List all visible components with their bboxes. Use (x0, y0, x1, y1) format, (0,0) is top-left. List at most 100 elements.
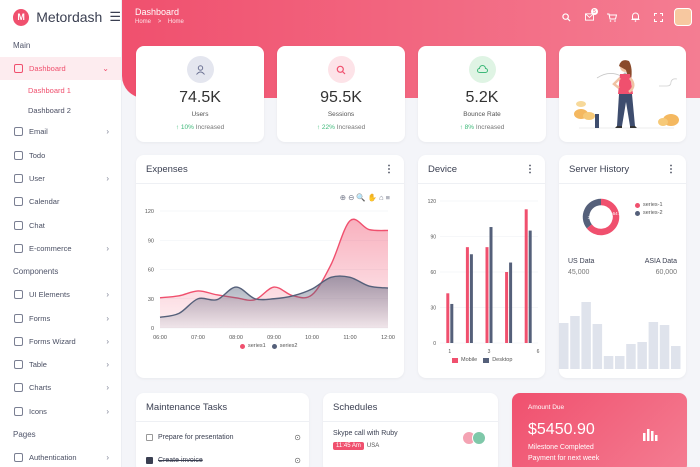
pan-icon[interactable]: ✋ (367, 193, 378, 202)
sidebar-subitem-dashboard-2[interactable]: Dashboard 2 (28, 105, 71, 115)
avatar[interactable] (674, 8, 692, 26)
zoom-out-icon[interactable]: ⊖ (348, 193, 355, 202)
cart-icon[interactable] (605, 10, 619, 24)
task-checkbox[interactable] (146, 434, 153, 441)
sidebar-item-todo[interactable]: Todo (0, 144, 121, 167)
y-tick-label: 90 (148, 238, 154, 244)
sidebar-item-authentication[interactable]: Authentication › (0, 446, 121, 467)
breadcrumb-current: Home (167, 19, 184, 25)
card-title: Server History (569, 164, 630, 175)
sidebar-item-charts[interactable]: Charts › (0, 376, 121, 399)
chevron-right-icon: › (106, 127, 109, 137)
x-tick-label: 06:00 (153, 335, 167, 341)
asia-data-label: ASIA Data (644, 258, 677, 265)
legend-entry[interactable]: series-2 (635, 210, 663, 216)
legend-label[interactable]: series2 (279, 343, 298, 349)
legend-label[interactable]: series1 (248, 343, 266, 349)
hamburger-icon[interactable]: ☰ (109, 9, 121, 24)
sidebar-subitem-dashboard-1[interactable]: Dashboard 1 (28, 85, 71, 95)
sidebar-item-ecommerce[interactable]: E-commerce › (0, 237, 121, 260)
x-tick-label: 11:00 (343, 335, 356, 341)
us-data-label: US Data (568, 258, 595, 265)
fullscreen-icon[interactable] (651, 10, 665, 24)
chart-toolbar: ⊕ ⊖ 🔍 ✋ ⌂ ≡ (340, 193, 390, 202)
divider (136, 183, 404, 184)
y-tick-label: 120 (428, 199, 437, 205)
sidebar-item-dashboard[interactable]: Dashboard ⌄ (0, 57, 121, 81)
task-label: Prepare for presentation (158, 434, 234, 441)
device-legend: Mobile Desktop (446, 357, 512, 363)
history-bar (637, 342, 647, 369)
bar-Desktop (489, 227, 493, 343)
stat-value: 74.5K (179, 89, 221, 106)
expenses-card: Expenses ⋮ ⊕ ⊖ 🔍 ✋ ⌂ ≡ 0 30 60 90 120 06:00 07… (136, 155, 404, 378)
stat-value: 95.5K (320, 89, 362, 106)
task-item[interactable]: Create invoice ⊙ (146, 456, 301, 465)
illustration-card (559, 46, 686, 142)
form-icon (14, 313, 23, 323)
bar-Desktop (469, 254, 473, 343)
brand[interactable]: M Metordash ☰ (0, 0, 121, 34)
calendar-icon (14, 197, 23, 207)
y-tick-label: 30 (430, 306, 436, 312)
donut-slice-series-2 (582, 198, 602, 229)
card-title: Expenses (146, 164, 188, 175)
divider (323, 421, 498, 422)
avatar[interactable] (472, 431, 486, 445)
history-bar (559, 323, 569, 369)
breadcrumb: Home > Home (135, 19, 189, 25)
breadcrumb-home[interactable]: Home (135, 19, 152, 25)
sidebar-item-icons[interactable]: Icons › (0, 400, 121, 423)
amount-due-value: $5450.90 (528, 421, 595, 438)
sidebar-item-user[interactable]: User › (0, 167, 121, 190)
legend-label[interactable]: Mobile (461, 357, 478, 363)
y-tick-label: 60 (430, 270, 436, 276)
legend-label[interactable]: Desktop (492, 357, 513, 363)
chart-icon (14, 383, 23, 393)
sidebar-item-forms-wizard[interactable]: Forms Wizard › (0, 330, 121, 353)
stat-label: Sessions (327, 111, 355, 118)
chart-menu-icon[interactable]: ≡ (385, 193, 390, 202)
history-bar (626, 344, 636, 369)
icons-icon (14, 406, 23, 416)
more-options-icon[interactable]: ⋮ (525, 164, 535, 175)
sidebar-item-calendar[interactable]: Calendar (0, 190, 121, 213)
history-bar (671, 346, 681, 369)
sidebar-item-email[interactable]: Email › (0, 120, 121, 143)
sidebar-item-ui-elements[interactable]: UI Elements › (0, 283, 121, 306)
more-options-icon[interactable]: ⋮ (666, 164, 676, 175)
chevron-right-icon: › (106, 336, 109, 346)
x-tick-label: 09:00 (267, 335, 281, 341)
schedule-item-title[interactable]: Skype call with Ruby (333, 430, 398, 437)
sidebar: M Metordash ☰ Main Dashboard ⌄ Dashboard… (0, 0, 122, 467)
location-label: USA (366, 443, 380, 449)
stat-card-sessions: 95.5K Sessions ↑ 22% Increased (277, 46, 405, 142)
reset-zoom-icon[interactable]: ⌂ (379, 193, 384, 202)
section-main: Main (13, 41, 31, 50)
slice-label: 35.7% (588, 215, 601, 220)
settings-icon[interactable]: ⊙ (294, 433, 301, 442)
search-icon[interactable] (559, 10, 573, 24)
sidebar-item-table[interactable]: Table › (0, 353, 121, 376)
legend-swatch (483, 357, 490, 363)
divider (559, 183, 686, 184)
table-icon (14, 360, 23, 370)
chevron-right-icon: › (106, 383, 109, 393)
settings-icon[interactable]: ⊙ (294, 456, 301, 465)
zoom-in-icon[interactable]: ⊕ (339, 193, 347, 202)
zoom-select-icon[interactable]: 🔍 (356, 193, 366, 202)
y-tick-label: 90 (430, 235, 436, 241)
task-item[interactable]: Prepare for presentation ⊙ (146, 433, 301, 442)
mail-icon[interactable]: 5 (582, 8, 598, 24)
sidebar-item-forms[interactable]: Forms › (0, 306, 121, 329)
more-options-icon[interactable]: ⋮ (384, 164, 394, 175)
x-tick-label: 07:00 (191, 335, 205, 341)
expenses-chart: 0 30 60 90 120 06:00 07:00 08:00 09:00 10:00 11:00… (145, 209, 395, 341)
legend-entry[interactable]: series-1 (635, 202, 663, 208)
task-checkbox-checked[interactable] (146, 457, 153, 464)
chevron-right-icon: › (106, 290, 109, 300)
sidebar-item-chat[interactable]: Chat (0, 213, 121, 236)
schedules-card: Schedules Skype call with Ruby 11:45 Am … (323, 393, 498, 467)
bar-chart-icon (643, 429, 658, 441)
bell-icon[interactable] (628, 10, 642, 24)
